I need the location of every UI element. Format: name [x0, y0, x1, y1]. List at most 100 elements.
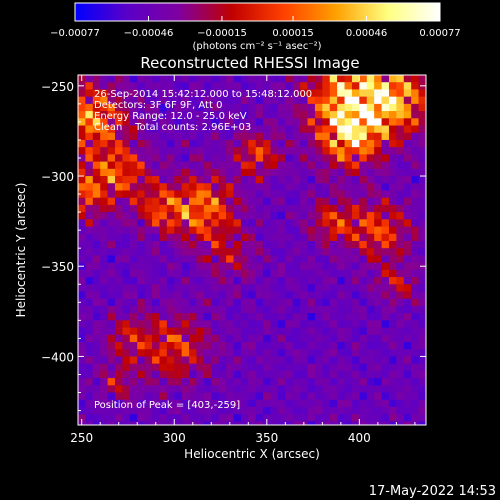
heatmap-cell — [277, 176, 286, 184]
annotation-energy: Energy Range: 12.0 - 25.0 keV — [94, 111, 247, 122]
heatmap-cell — [181, 168, 190, 177]
heatmap-cell — [292, 399, 301, 408]
heatmap-cell — [78, 190, 86, 198]
heatmap-cell — [270, 363, 279, 372]
heatmap-cell — [270, 313, 279, 321]
heatmap-cell — [344, 190, 353, 198]
heatmap-cell — [300, 197, 308, 206]
heatmap-cell — [248, 132, 257, 141]
heatmap-cell — [344, 233, 353, 242]
heatmap-cell — [403, 118, 412, 126]
heatmap-cell — [307, 226, 316, 235]
heatmap-cell — [351, 176, 360, 184]
heatmap-cell — [144, 219, 153, 227]
heatmap-cell — [418, 327, 426, 336]
heatmap-cell — [307, 414, 316, 422]
heatmap-cell — [166, 75, 175, 83]
heatmap-cell — [181, 298, 190, 307]
heatmap-cell — [388, 190, 397, 198]
heatmap-cell — [115, 313, 123, 321]
heatmap-cell — [255, 327, 264, 336]
heatmap-cell — [359, 363, 368, 372]
heatmap-cell — [307, 421, 316, 425]
heatmap-cell — [189, 139, 197, 148]
heatmap-cell — [307, 132, 316, 141]
heatmap-cell — [233, 226, 242, 235]
heatmap-cell — [351, 269, 360, 278]
heatmap-cell — [292, 406, 301, 415]
heatmap-cell — [418, 240, 426, 249]
heatmap-cell — [285, 305, 294, 314]
heatmap-cell — [122, 233, 131, 242]
heatmap-cell — [403, 103, 412, 112]
heatmap-cell — [314, 190, 323, 198]
heatmap-cell — [107, 313, 116, 321]
heatmap-cell — [159, 291, 168, 300]
heatmap-cell — [418, 277, 426, 285]
heatmap-cell — [107, 284, 116, 292]
heatmap-cell — [211, 139, 219, 148]
heatmap-cell — [189, 342, 197, 350]
heatmap-cell — [174, 356, 182, 364]
heatmap-cell — [396, 313, 405, 321]
heatmap-cell — [137, 370, 145, 379]
heatmap-cell — [314, 226, 323, 235]
heatmap-cell — [351, 204, 360, 213]
heatmap-cell — [100, 320, 108, 328]
heatmap-cell — [196, 392, 205, 401]
heatmap-cell — [196, 183, 205, 191]
heatmap-cell — [181, 132, 190, 141]
heatmap-cell — [329, 82, 338, 90]
heatmap-cell — [92, 89, 101, 97]
heatmap-cell — [255, 269, 264, 278]
heatmap-cell — [152, 349, 160, 357]
heatmap-cell — [240, 82, 249, 90]
heatmap-cell — [122, 363, 131, 372]
heatmap-cell — [196, 406, 205, 415]
heatmap-cell — [159, 125, 168, 134]
heatmap-cell — [351, 327, 360, 336]
heatmap-cell — [115, 190, 123, 198]
heatmap-cell — [300, 269, 308, 278]
heatmap-cell — [100, 161, 108, 170]
heatmap-cell — [85, 75, 94, 83]
heatmap-cell — [418, 248, 426, 256]
heatmap-cell — [144, 248, 153, 256]
heatmap-cell — [411, 197, 419, 206]
heatmap-cell — [92, 204, 101, 213]
heatmap-cell — [300, 204, 308, 213]
heatmap-cell — [374, 269, 382, 278]
heatmap-cell — [300, 277, 308, 285]
heatmap-cell — [300, 219, 308, 227]
heatmap-cell — [115, 320, 123, 328]
heatmap-cell — [144, 212, 153, 220]
heatmap-cell — [285, 226, 294, 235]
heatmap-cell — [366, 183, 375, 191]
heatmap-cell — [292, 392, 301, 401]
heatmap-cell — [144, 226, 153, 235]
heatmap-cell — [129, 370, 138, 379]
heatmap-cell — [314, 349, 323, 357]
heatmap-cell — [174, 320, 182, 328]
heatmap-cell — [292, 212, 301, 220]
heatmap-cell — [137, 118, 145, 126]
heatmap-cell — [174, 132, 182, 141]
heatmap-cell — [411, 75, 419, 83]
heatmap-cell — [174, 399, 182, 408]
heatmap-cell — [388, 277, 397, 285]
heatmap-cell — [329, 291, 338, 300]
heatmap-cell — [329, 75, 338, 83]
heatmap-cell — [115, 118, 123, 126]
heatmap-cell — [396, 399, 405, 408]
heatmap-cell — [203, 168, 212, 177]
heatmap-cell — [152, 378, 160, 386]
heatmap-cell — [359, 370, 368, 379]
heatmap-cell — [233, 197, 242, 206]
heatmap-cell — [292, 233, 301, 242]
heatmap-cell — [174, 313, 182, 321]
heatmap-cell — [270, 385, 279, 393]
heatmap-cell — [411, 176, 419, 184]
heatmap-cell — [374, 176, 382, 184]
heatmap-cell — [292, 103, 301, 112]
heatmap-cell — [115, 176, 123, 184]
